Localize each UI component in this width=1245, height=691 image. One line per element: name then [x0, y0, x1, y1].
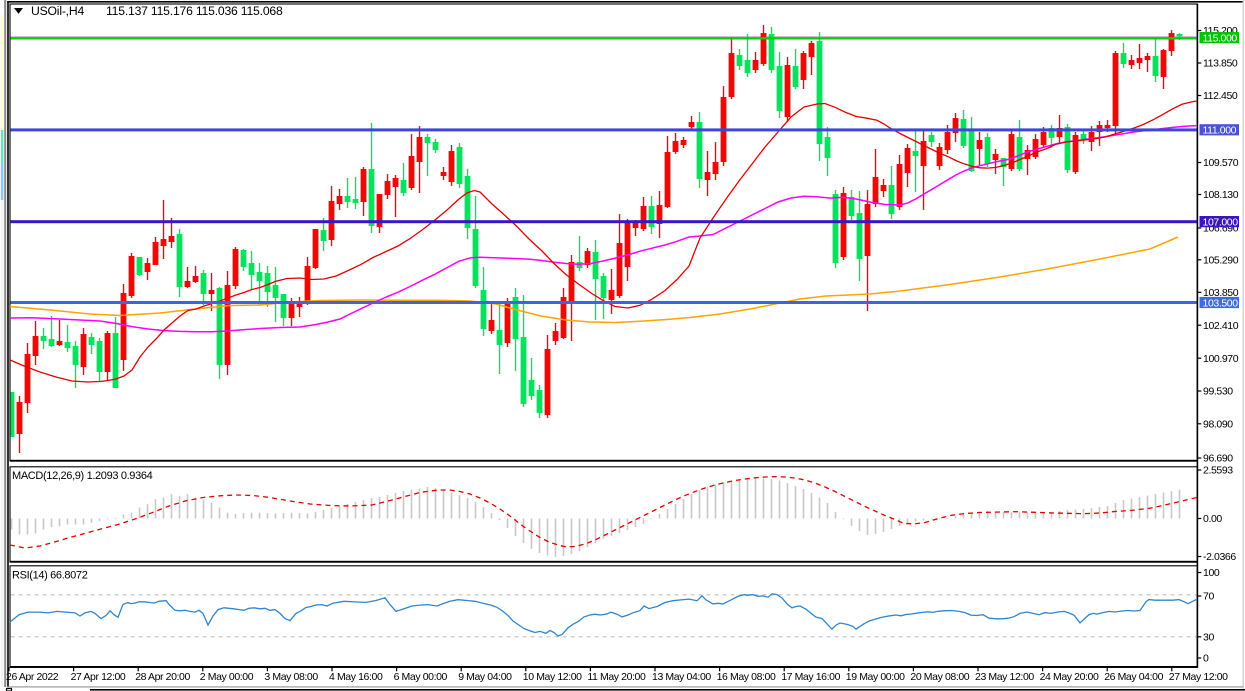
- svg-text:16 May 08:00: 16 May 08:00: [717, 671, 776, 683]
- svg-text:19 May 00:00: 19 May 00:00: [846, 671, 905, 683]
- svg-text:30: 30: [1203, 631, 1214, 643]
- svg-text:108.130: 108.130: [1203, 189, 1239, 201]
- svg-text:26 Apr 2022: 26 Apr 2022: [6, 671, 59, 683]
- svg-text:107.000: 107.000: [1203, 216, 1239, 228]
- svg-text:98.090: 98.090: [1203, 418, 1233, 430]
- svg-text:9 May 04:00: 9 May 04:00: [458, 671, 512, 683]
- svg-text:70: 70: [1203, 591, 1214, 603]
- svg-text:105.290: 105.290: [1203, 254, 1239, 266]
- svg-text:MACD(12,26,9) 1.2093 0.9364: MACD(12,26,9) 1.2093 0.9364: [12, 470, 153, 482]
- svg-text:-2.0366: -2.0366: [1203, 551, 1236, 563]
- svg-text:3 May 08:00: 3 May 08:00: [264, 671, 318, 683]
- svg-text:13 May 04:00: 13 May 04:00: [652, 671, 711, 683]
- svg-text:USOil-,H4: USOil-,H4: [31, 4, 84, 18]
- svg-text:112.450: 112.450: [1203, 90, 1238, 102]
- svg-text:100.970: 100.970: [1203, 353, 1239, 365]
- svg-text:99.530: 99.530: [1203, 386, 1233, 398]
- svg-text:109.570: 109.570: [1203, 157, 1239, 169]
- svg-text:26 May 04:00: 26 May 04:00: [1104, 671, 1163, 683]
- svg-text:11 May 20:00: 11 May 20:00: [587, 671, 646, 683]
- svg-text:20 May 08:00: 20 May 08:00: [910, 671, 969, 683]
- svg-text:2 May 00:00: 2 May 00:00: [200, 671, 254, 683]
- svg-text:111.000: 111.000: [1203, 125, 1237, 137]
- svg-text:113.850: 113.850: [1203, 58, 1238, 70]
- svg-text:102.410: 102.410: [1203, 320, 1239, 332]
- svg-text:28 Apr 20:00: 28 Apr 20:00: [135, 671, 190, 683]
- svg-text:27 May 12:00: 27 May 12:00: [1169, 671, 1228, 683]
- svg-text:96.690: 96.690: [1203, 453, 1233, 465]
- svg-text:100: 100: [1203, 567, 1220, 579]
- svg-text:6 May 00:00: 6 May 00:00: [394, 671, 448, 683]
- svg-text:17 May 16:00: 17 May 16:00: [781, 671, 840, 683]
- svg-text:23 May 12:00: 23 May 12:00: [975, 671, 1034, 683]
- svg-text:0: 0: [1203, 653, 1209, 665]
- svg-text:2.5593: 2.5593: [1203, 465, 1233, 477]
- svg-text:103.500: 103.500: [1203, 297, 1239, 309]
- svg-text:10 May 12:00: 10 May 12:00: [523, 671, 582, 683]
- svg-text:103.850: 103.850: [1203, 287, 1239, 299]
- svg-text:115.137 115.176 115.036 115.06: 115.137 115.176 115.036 115.068: [106, 4, 283, 18]
- svg-text:4 May 16:00: 4 May 16:00: [329, 671, 383, 683]
- svg-text:24 May 20:00: 24 May 20:00: [1040, 671, 1099, 683]
- svg-text:27 Apr 12:00: 27 Apr 12:00: [71, 671, 126, 683]
- svg-text:RSI(14) 66.8072: RSI(14) 66.8072: [12, 570, 88, 582]
- svg-text:0.00: 0.00: [1203, 513, 1222, 525]
- svg-text:115.000: 115.000: [1203, 32, 1238, 44]
